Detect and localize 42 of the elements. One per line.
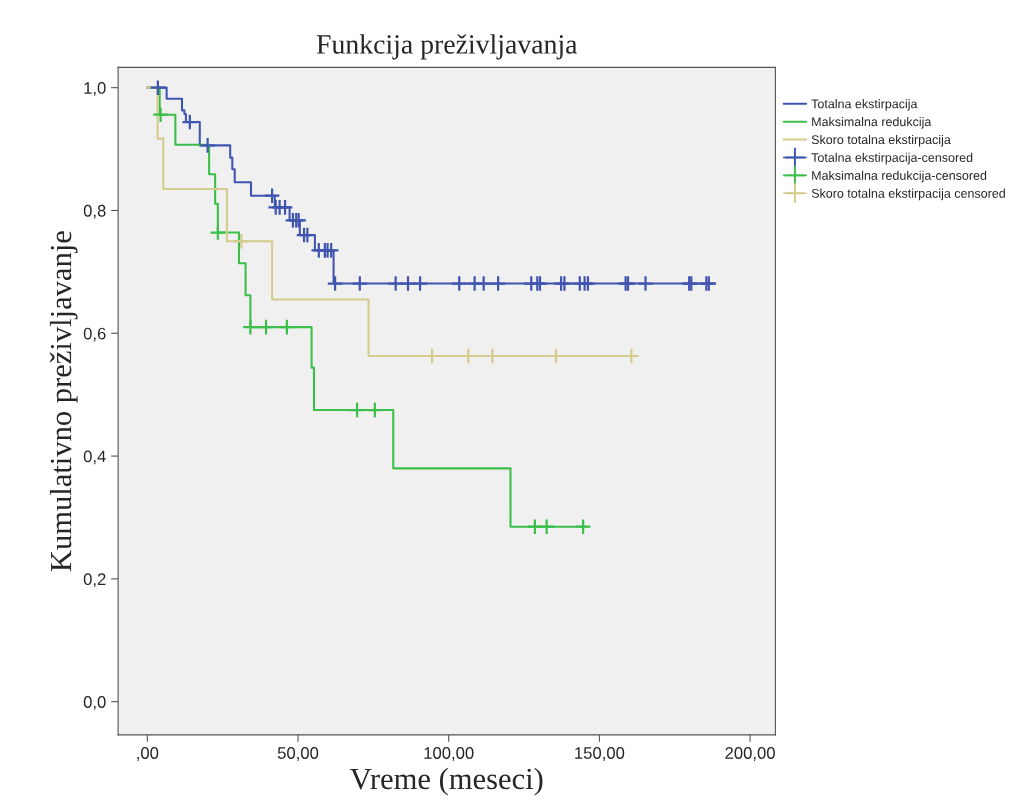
point: [538, 518, 556, 536]
y-tick-label: 0,8: [83, 204, 106, 219]
point: [450, 275, 468, 292]
point: [475, 275, 493, 292]
legend-label: Maksimalna redukcija-censored: [812, 170, 987, 183]
point: [232, 232, 250, 250]
legend-label: Skoro totalna ekstirpacija: [811, 134, 951, 147]
legend-label: Totalna ekstirpacija-censored: [811, 152, 973, 165]
point: [242, 318, 259, 336]
point: [152, 106, 169, 124]
x-axis-title: Vreme (meseci): [350, 767, 543, 796]
y-tick-label: 1,0: [84, 82, 106, 96]
point: [489, 275, 507, 292]
x-tick-label: 50,00: [277, 747, 319, 761]
y-tick-label: 0,0: [83, 696, 106, 710]
point: [556, 275, 573, 292]
point: [181, 113, 199, 131]
x-tick-label: ,00: [137, 747, 159, 761]
y-axis-title: Kumulativno preživljavanje: [49, 231, 78, 572]
point: [209, 224, 227, 241]
x-tick-label: 100,00: [424, 747, 474, 761]
y-tick-label: 0,2: [83, 573, 106, 588]
point: [411, 275, 429, 292]
point: [276, 199, 294, 216]
legend-label: Skoro totalna ekstirpacija censored: [811, 188, 1005, 201]
point: [366, 401, 384, 419]
point: [199, 136, 216, 154]
point: [278, 318, 296, 336]
chart-title: Funkcija preživljavanja: [316, 34, 578, 60]
x-tick-label: 200,00: [725, 747, 775, 761]
point: [574, 518, 592, 536]
point: [257, 318, 275, 336]
y-tick-label: 0,4: [83, 450, 106, 465]
point: [326, 275, 344, 292]
x-tick-label: 150,00: [575, 747, 625, 761]
point: [348, 401, 366, 419]
legend-label: Maksimalna redukcija: [812, 117, 932, 129]
point: [637, 275, 654, 292]
legend-label: Totalna ekstirpacija: [811, 99, 918, 111]
point: [351, 275, 369, 292]
point: [263, 187, 281, 205]
y-tick-label: 0,6: [83, 327, 106, 342]
